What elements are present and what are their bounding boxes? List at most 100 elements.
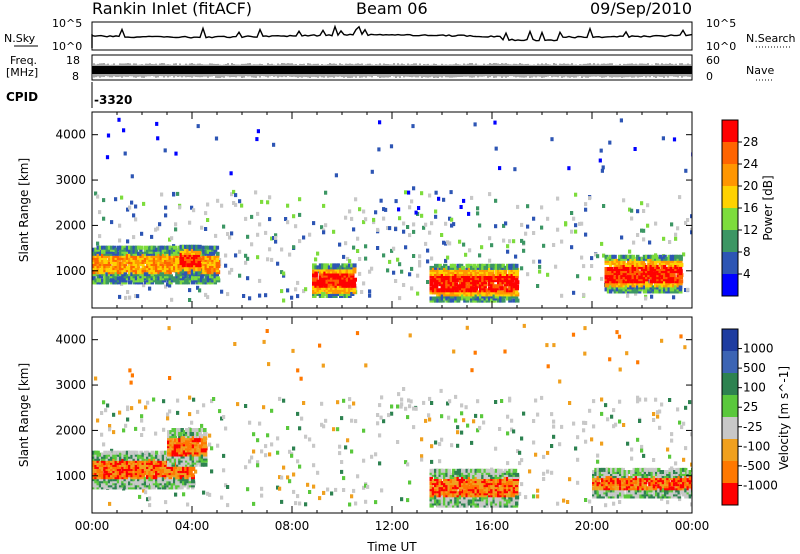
echo-cell xyxy=(105,469,110,474)
echo-cell xyxy=(137,245,141,250)
echo-cell xyxy=(114,460,119,465)
echo-cell xyxy=(438,499,443,504)
echo-cell xyxy=(156,226,160,231)
echo-cell xyxy=(121,270,126,275)
echo-cell xyxy=(629,279,633,284)
echo-cell xyxy=(454,290,459,295)
echo-cell xyxy=(418,259,422,264)
echo-cell xyxy=(666,447,670,452)
echo-cell xyxy=(494,198,498,203)
echo-cell xyxy=(611,279,616,284)
echo-cell xyxy=(176,191,180,196)
echo-cell xyxy=(166,274,171,279)
echo-cell xyxy=(282,398,286,403)
echo-cell xyxy=(155,479,159,484)
echo-cell xyxy=(193,276,197,281)
echo-cell xyxy=(536,488,540,493)
echo-cell xyxy=(434,214,438,219)
echo-cell xyxy=(588,408,592,413)
echo-cell xyxy=(144,405,148,410)
echo-cell xyxy=(449,487,454,492)
echo-cell xyxy=(657,467,661,472)
echo-cell xyxy=(576,457,580,462)
echo-cell xyxy=(128,454,133,459)
echo-cell xyxy=(440,270,445,274)
echo-cell xyxy=(321,277,326,282)
echo-cell xyxy=(148,262,153,266)
echo-cell xyxy=(123,456,128,461)
echo-cell xyxy=(270,442,274,447)
echo-cell xyxy=(188,298,192,302)
echo-cell xyxy=(558,442,562,447)
echo-cell xyxy=(479,265,483,270)
echo-cell xyxy=(141,260,145,264)
echo-cell xyxy=(465,468,470,473)
echo-cell xyxy=(321,263,326,268)
echo-cell xyxy=(276,485,280,490)
echo-cell xyxy=(123,268,127,273)
echo-cell xyxy=(600,168,604,173)
echo-cell xyxy=(512,468,518,473)
echo-cell xyxy=(472,470,477,475)
echo-cell xyxy=(481,265,486,270)
echo-cell xyxy=(150,278,154,283)
echo-cell xyxy=(627,269,631,274)
echo-cell xyxy=(214,136,219,141)
echo-cell xyxy=(652,484,657,489)
echo-cell xyxy=(452,294,456,299)
echo-cell xyxy=(146,272,150,277)
echo-cell xyxy=(294,501,298,506)
echo-cell xyxy=(493,120,497,125)
echo-cell xyxy=(134,450,139,455)
echo-cell xyxy=(106,133,111,138)
echo-cell xyxy=(620,269,625,274)
echo-cell xyxy=(120,195,124,200)
echo-cell xyxy=(173,485,177,490)
echo-cell xyxy=(667,277,671,282)
echo-cell xyxy=(114,473,119,478)
echo-cell xyxy=(278,486,282,491)
echo-cell xyxy=(195,267,200,272)
echo-cell xyxy=(641,474,646,479)
echo-cell xyxy=(605,482,609,487)
echo-cell xyxy=(603,484,607,489)
echo-cell xyxy=(582,420,586,425)
echo-cell xyxy=(483,288,487,293)
echo-cell xyxy=(610,480,615,485)
echo-cell xyxy=(515,296,519,301)
echo-cell xyxy=(609,258,613,263)
echo-cell xyxy=(102,198,106,203)
echo-cell xyxy=(119,452,123,457)
echo-cell xyxy=(655,488,659,493)
echo-cell xyxy=(449,292,454,297)
echo-cell xyxy=(256,232,260,237)
echo-cell xyxy=(440,499,446,504)
echo-cell xyxy=(652,494,657,499)
echo-cell xyxy=(442,197,446,202)
echo-cell xyxy=(658,254,663,259)
echo-cell xyxy=(660,283,664,288)
echo-cell xyxy=(554,264,558,269)
echo-cell xyxy=(148,255,152,260)
echo-cell xyxy=(330,271,335,276)
echo-cell xyxy=(392,270,396,275)
echo-cell xyxy=(520,482,524,487)
echo-cell xyxy=(476,495,481,500)
echo-cell xyxy=(230,231,234,236)
echo-cell xyxy=(508,475,512,479)
echo-cell xyxy=(499,290,503,295)
echo-cell xyxy=(128,260,132,264)
echo-cell xyxy=(137,266,141,271)
echo-cell xyxy=(656,414,660,419)
echo-cell xyxy=(140,231,144,236)
echo-cell xyxy=(678,420,682,425)
echo-cell xyxy=(230,267,234,272)
echo-cell xyxy=(137,260,142,264)
echo-cell xyxy=(605,484,610,489)
echo-cell xyxy=(130,479,135,484)
echo-cell xyxy=(327,281,333,286)
echo-cell xyxy=(512,429,516,434)
echo-cell xyxy=(522,248,526,253)
echo-cell xyxy=(445,489,450,494)
echo-cell xyxy=(630,456,634,461)
